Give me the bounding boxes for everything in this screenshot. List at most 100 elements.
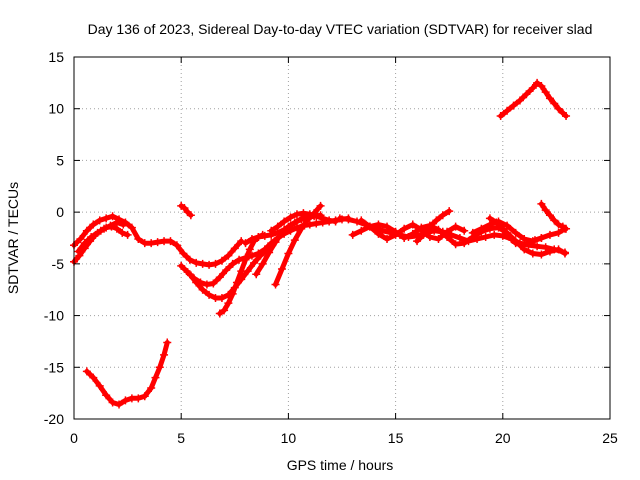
series-arc-p [413,207,454,246]
data-point [554,245,563,254]
data-point [95,381,104,390]
data-point [258,259,267,268]
data-point [119,220,128,229]
data-point [217,256,226,265]
data-point [515,96,524,105]
data-point [211,259,220,268]
data-point [528,84,537,93]
x-tick-label: 0 [70,430,78,446]
data-point [241,255,250,264]
data-point [357,216,366,225]
data-point [284,249,293,258]
data-point [271,280,280,289]
data-point [180,204,189,213]
data-point [537,250,546,259]
series-arc-l [267,209,340,235]
data-point [123,230,132,239]
data-point [121,396,130,405]
data-point [524,239,533,248]
data-point [554,228,563,237]
data-point [335,214,344,223]
x-tick-label: 10 [281,430,297,446]
data-point [434,225,443,234]
series-arc-o [357,216,469,244]
data-point [108,398,117,407]
series-track [243,214,306,246]
x-tick-label: 5 [177,430,185,446]
data-point [537,81,546,90]
data-point [160,350,169,359]
data-point [220,306,229,315]
series-arc-d [82,338,172,409]
series-arc-e [177,201,195,220]
data-point [166,237,175,246]
data-point [252,270,261,279]
data-point [455,234,464,242]
data-point [511,228,520,237]
series-layer [70,78,571,409]
data-point [365,222,374,231]
data-point [408,220,417,229]
data-point [425,222,434,231]
data-point [438,211,447,220]
data-point [511,239,520,248]
series-track [84,340,170,407]
data-point [530,236,539,245]
data-point [533,242,542,251]
data-point [93,228,102,237]
data-point [89,220,98,229]
data-point [134,394,143,403]
data-point [215,309,224,318]
data-point [209,279,218,288]
data-point [562,111,571,120]
data-point [237,267,246,276]
data-point [545,230,554,239]
data-point [76,235,85,244]
data-point [222,266,231,275]
data-point [460,226,469,235]
data-point [273,222,282,231]
data-point [550,99,559,108]
y-tick-label: 10 [48,101,64,117]
data-point [277,265,286,274]
y-tick-label: 15 [48,49,64,65]
data-point [153,238,162,247]
y-tick-label: -10 [44,308,64,324]
data-point [537,199,546,208]
data-point [400,224,409,233]
x-tick-label: 15 [388,430,404,446]
series-track [178,203,194,218]
data-point [118,228,127,237]
data-point [344,215,353,224]
data-point [545,211,554,220]
data-point [177,261,186,270]
y-tick-label: -15 [44,359,64,375]
data-point [541,88,550,97]
data-point [528,249,537,258]
series-arc-m [335,214,569,257]
data-point [417,225,426,234]
data-point [562,224,571,233]
data-point [228,289,237,298]
data-point [451,222,460,231]
data-point [468,228,477,237]
data-point [492,218,501,227]
data-point [374,220,383,229]
data-point [198,259,207,268]
data-point [102,391,111,400]
data-point [74,247,83,256]
data-point [185,270,194,279]
data-point [192,258,201,267]
series-arc-t [496,78,571,120]
data-point [331,217,340,226]
data-point [550,216,559,225]
data-point [82,367,91,376]
data-point [316,201,325,210]
data-point [179,249,188,258]
data-point [545,94,554,103]
data-point [522,90,531,99]
data-point [95,216,104,225]
data-point [127,223,136,232]
data-point [383,235,392,244]
data-point [106,221,115,230]
